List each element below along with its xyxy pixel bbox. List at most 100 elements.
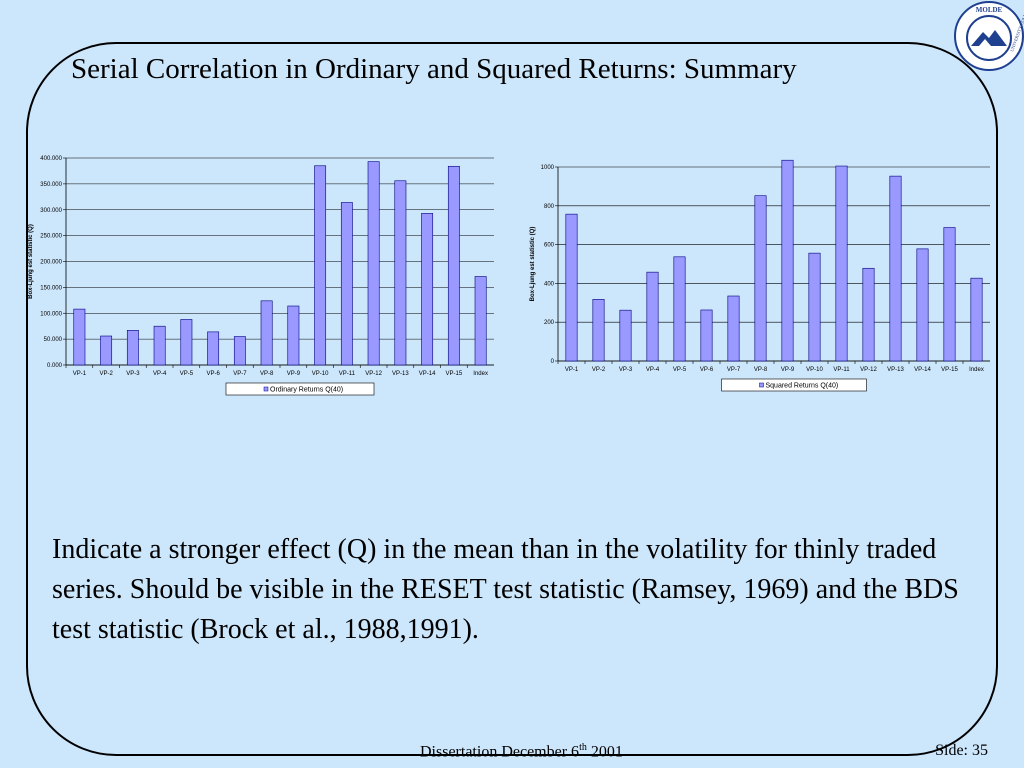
bar-vp-9 <box>781 159 794 362</box>
x-tick-label: VP-10 <box>312 371 329 377</box>
x-tick-label: VP-6 <box>700 367 714 373</box>
y-tick-label: 150.000 <box>40 285 62 291</box>
x-tick-label: VP-9 <box>287 371 301 377</box>
bar-vp-7 <box>233 336 246 366</box>
x-tick-label: VP-12 <box>365 371 382 377</box>
x-tick-label: VP-5 <box>180 371 194 377</box>
footer-date-year: 2001 <box>586 743 623 761</box>
y-tick-label: 800 <box>544 204 555 210</box>
squared-returns-chart: 0 200 400 600 800 1000 VP-1 VP-2 VP-3 VP-4 VP-5 VP-… <box>528 155 998 395</box>
y-tick-label: 400 <box>544 281 555 287</box>
slide-number: Side: 35 <box>935 742 988 759</box>
x-tick-label: VP-3 <box>619 367 633 373</box>
y-tick-label: 200.000 <box>40 260 62 266</box>
legend-label: Ordinary Returns Q(40) <box>270 387 343 394</box>
squared-returns-chart-svg: 0 200 400 600 800 1000 VP-1 VP-2 VP-3 VP-4 VP-5 VP-… <box>530 159 990 392</box>
x-tick-label: VP-4 <box>646 367 660 373</box>
bar-vp-1 <box>73 308 86 366</box>
x-tick-label: VP-2 <box>99 371 113 377</box>
x-tick-label: VP-11 <box>833 367 850 373</box>
y-tick-label: 350.000 <box>40 182 62 188</box>
bar-vp-8 <box>754 195 767 362</box>
bar-vp-11 <box>340 202 353 366</box>
y-tick-label: 100.000 <box>40 311 62 317</box>
bar-vp-3 <box>126 330 139 366</box>
x-tick-label: VP-6 <box>206 371 220 377</box>
y-axis-label: Box-Ljung est statistic (Q) <box>530 227 536 302</box>
y-axis-label: Box-Ljung est statistic (Q) <box>28 224 34 299</box>
x-tick-label: VP-7 <box>233 371 247 377</box>
x-tick-label: VP-5 <box>673 367 687 373</box>
svg-text:MOLDE: MOLDE <box>976 6 1003 14</box>
y-tick-label: 1000 <box>541 165 555 171</box>
summary-text: Indicate a stronger effect (Q) in the me… <box>52 534 959 645</box>
x-tick-label: VP-4 <box>153 371 167 377</box>
x-tick-label: Index <box>473 371 488 377</box>
y-tick-label: 200 <box>544 320 555 326</box>
x-tick-label: VP-13 <box>887 367 904 373</box>
legend-label: Squared Returns Q(40) <box>766 383 839 390</box>
footer-date-text: Dissertation December 6 <box>420 743 580 761</box>
bar-vp-5 <box>673 256 686 362</box>
x-tick-label: VP-8 <box>754 367 768 373</box>
bar-index <box>970 277 983 362</box>
y-tick-label: 50.000 <box>44 337 63 343</box>
bar-vp-1 <box>565 213 578 362</box>
footer-date-suffix: th <box>579 742 587 753</box>
x-tick-label: VP-1 <box>73 371 87 377</box>
x-tick-label: VP-15 <box>941 367 958 373</box>
y-tick-label: 400.000 <box>40 156 62 162</box>
legend-swatch <box>759 382 764 388</box>
x-tick-label: VP-10 <box>806 367 823 373</box>
x-tick-label: VP-8 <box>260 371 274 377</box>
x-tick-label: VP-13 <box>392 371 409 377</box>
y-tick-label: 250.000 <box>40 234 62 240</box>
x-tick-label: VP-9 <box>781 367 795 373</box>
x-tick-label: VP-15 <box>446 371 463 377</box>
bar-vp-8 <box>260 300 273 366</box>
bar-vp-10 <box>808 252 821 362</box>
slide-frame <box>26 42 998 756</box>
bar-vp-14 <box>421 213 434 366</box>
x-tick-label: VP-14 <box>914 367 931 373</box>
molde-university-college-logo: MOLDE UNIVERSITY COLLEGE <box>953 0 1024 71</box>
x-tick-label: VP-11 <box>339 371 356 377</box>
bar-index <box>474 276 487 366</box>
y-tick-label: 600 <box>544 243 555 249</box>
bar-vp-5 <box>180 319 193 366</box>
bar-vp-12 <box>862 267 875 362</box>
ordinary-returns-chart-svg: 0.000 50.000 100.000 150.000 200.000 250.000 3… <box>28 156 494 396</box>
y-tick-label: 300.000 <box>40 208 62 214</box>
legend-box <box>225 382 375 396</box>
x-tick-label: VP-1 <box>565 367 579 373</box>
bar-vp-4 <box>153 325 166 366</box>
bar-vp-11 <box>835 165 848 362</box>
legend-box <box>721 378 867 392</box>
y-tick-label: 0 <box>551 359 555 365</box>
bar-vp-13 <box>889 175 902 362</box>
x-tick-label: Index <box>969 367 984 373</box>
y-tick-label: 0.000 <box>47 363 63 369</box>
bar-vp-3 <box>619 309 632 362</box>
bar-vp-2 <box>592 299 605 362</box>
x-tick-label: VP-7 <box>727 367 741 373</box>
bar-vp-14 <box>916 248 929 362</box>
bar-vp-13 <box>394 180 407 366</box>
legend-swatch <box>263 386 269 392</box>
bar-vp-10 <box>314 165 327 366</box>
bar-vp-15 <box>943 227 956 362</box>
bar-vp-9 <box>287 305 300 366</box>
bar-vp-15 <box>447 165 460 366</box>
x-tick-label: VP-12 <box>860 367 877 373</box>
x-tick-label: VP-2 <box>592 367 606 373</box>
bar-vp-7 <box>727 295 740 362</box>
bar-vp-6 <box>700 309 713 362</box>
bar-vp-2 <box>100 335 113 366</box>
bar-vp-6 <box>207 331 220 366</box>
bar-vp-12 <box>367 161 380 366</box>
x-tick-label: VP-3 <box>126 371 140 377</box>
ordinary-returns-chart: 0.000 50.000 100.000 150.000 200.000 250.000 3… <box>26 150 500 402</box>
slide-title: Serial Correlation in Ordinary and Squar… <box>71 53 797 85</box>
bar-vp-4 <box>646 271 659 362</box>
footer-date: Dissertation December 6th 2001 <box>420 742 623 761</box>
